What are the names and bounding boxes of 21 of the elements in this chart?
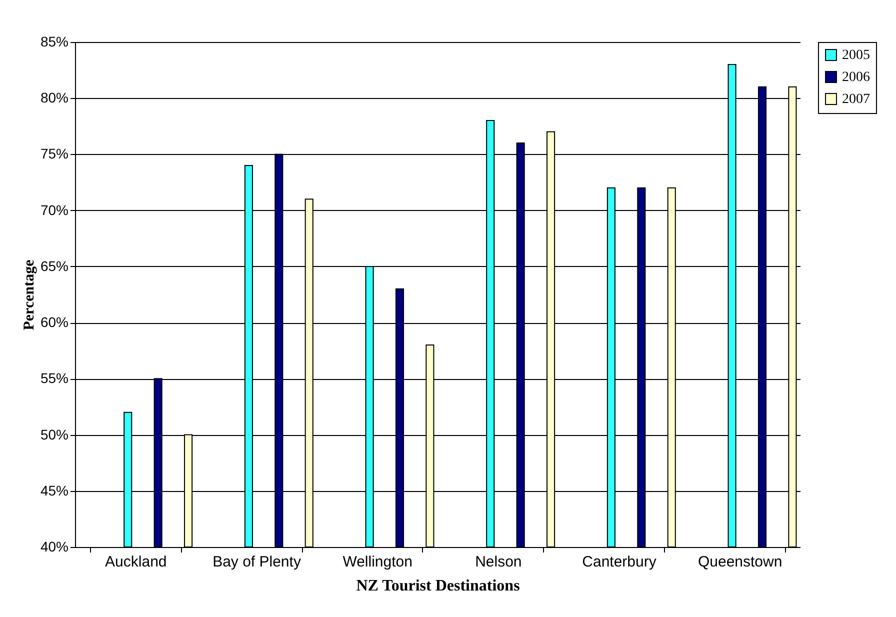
y-tick-label: 80% (40, 90, 68, 106)
x-tick-label: Auckland (105, 554, 167, 570)
x-tick-label: Canterbury (582, 554, 657, 570)
y-axis-title: Percentage (21, 259, 38, 330)
y-tick-label: 85% (40, 34, 68, 50)
y-tick-label: 75% (40, 146, 68, 162)
x-tick-label: Wellington (342, 554, 412, 570)
y-tick-label: 70% (40, 202, 68, 218)
y-tick-label: 50% (40, 426, 68, 442)
x-tick-label: Bay of Plenty (212, 554, 302, 570)
x-axis-title: NZ Tourist Destinations (356, 578, 520, 594)
y-tick-label: 40% (40, 538, 68, 554)
legend-label: 2006 (842, 70, 870, 85)
y-tick-label: 60% (40, 314, 68, 330)
y-tick-label: 65% (40, 258, 68, 274)
y-tick-label: 55% (40, 370, 68, 386)
legend-label: 2007 (842, 92, 870, 107)
x-tick-label: Queenstown (698, 554, 782, 570)
y-tick-label: 45% (40, 482, 68, 498)
x-tick-label: Nelson (475, 554, 522, 570)
legend-label: 2005 (842, 48, 870, 63)
